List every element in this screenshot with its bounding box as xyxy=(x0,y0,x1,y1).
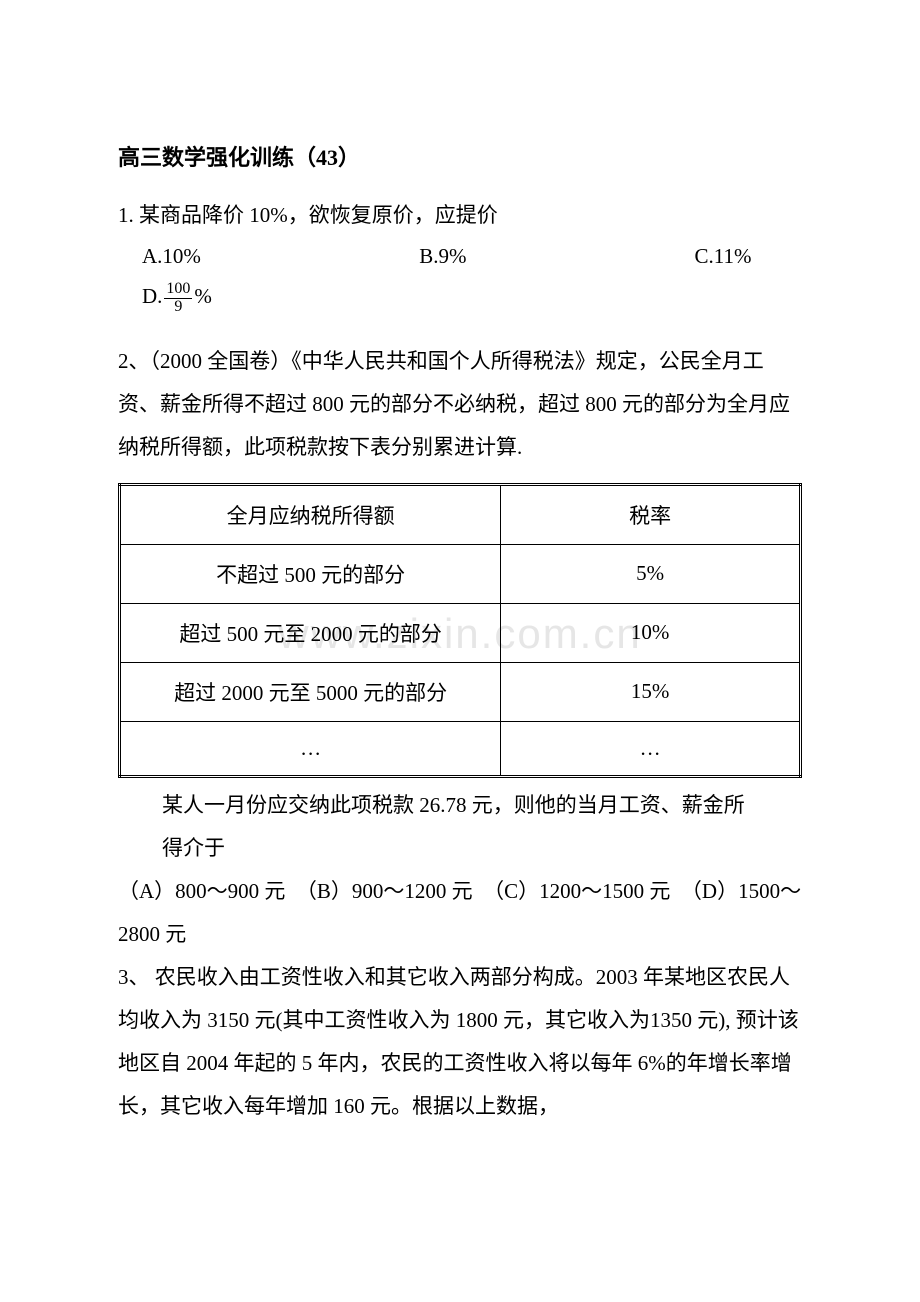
q1-stem: 1. 某商品降价 10%，欲恢复原价，应提价 xyxy=(118,194,802,237)
table-cell: 15% xyxy=(501,662,801,721)
q2-options: （A）800～900 元 （B）900～1200 元 （C）1200～1500 … xyxy=(118,870,802,956)
q3-stem: 3、 农民收入由工资性收入和其它收入两部分构成。2003 年某地区农民人均收入为… xyxy=(118,956,802,1128)
table-row: 超过 500 元至 2000 元的部分 10% xyxy=(120,603,801,662)
fraction-denominator: 9 xyxy=(164,299,192,316)
tax-table: 全月应纳税所得额 税率 不超过 500 元的部分 5% 超过 500 元至 20… xyxy=(118,483,802,778)
fraction-icon: 1009 xyxy=(164,281,192,316)
table-header-amount: 全月应纳税所得额 xyxy=(120,484,501,544)
table-cell: … xyxy=(501,721,801,776)
page-title: 高三数学强化训练（43） xyxy=(118,140,802,172)
q1-optd-suffix: % xyxy=(194,284,212,308)
table-cell: 超过 2000 元至 5000 元的部分 xyxy=(120,662,501,721)
table-cell: 10% xyxy=(501,603,801,662)
q1-option-c: C.11% xyxy=(695,237,752,277)
q2-stem: 2、（2000 全国卷）《中华人民共和国个人所得税法》规定，公民全月工资、薪金所… xyxy=(118,340,802,469)
table-cell: 不超过 500 元的部分 xyxy=(120,544,501,603)
table-row: 全月应纳税所得额 税率 xyxy=(120,484,801,544)
table-cell: … xyxy=(120,721,501,776)
q1-optd-prefix: D. xyxy=(142,284,162,308)
table-row: … … xyxy=(120,721,801,776)
q1-option-d: D.1009% xyxy=(118,281,802,316)
table-header-rate: 税率 xyxy=(501,484,801,544)
fraction-numerator: 100 xyxy=(164,281,192,299)
q2-after-table-line2: 得介于 xyxy=(118,827,802,870)
q1-options-row: A.10% B.9% C.11% xyxy=(118,237,802,277)
table-cell: 5% xyxy=(501,544,801,603)
table-row: 不超过 500 元的部分 5% xyxy=(120,544,801,603)
table-row: 超过 2000 元至 5000 元的部分 15% xyxy=(120,662,801,721)
q2-after-table-line1: 某人一月份应交纳此项税款 26.78 元，则他的当月工资、薪金所 xyxy=(118,784,802,827)
table-cell: 超过 500 元至 2000 元的部分 xyxy=(120,603,501,662)
q1-option-b: B.9% xyxy=(419,237,689,277)
q1-option-a: A.10% xyxy=(142,237,414,277)
